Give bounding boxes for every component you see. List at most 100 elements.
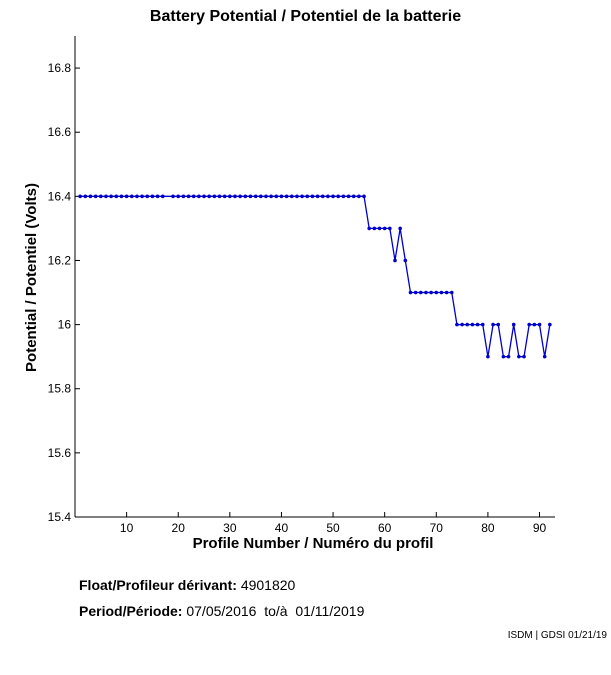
data-point: [424, 290, 428, 295]
data-point: [279, 194, 284, 199]
data-point: [119, 194, 124, 199]
data-point: [439, 290, 444, 295]
data-point: [191, 194, 196, 199]
data-point: [388, 226, 392, 231]
x-axis-label: Profile Number / Numéro du profil: [193, 535, 434, 552]
data-point: [398, 226, 402, 231]
data-point: [93, 194, 98, 199]
data-point: [341, 194, 346, 199]
battery-potential-chart: 10 20 30 40 50 60 70 80 90 15.4 15.6 15.8 16 16.2 16.4…: [23, 36, 555, 552]
data-point: [284, 194, 289, 199]
data-point: [506, 354, 511, 359]
data-point: [310, 194, 315, 199]
x-tick-label: 30: [223, 521, 237, 535]
period-info: Period/Période: 07/05/2016 to/à 01/11/20…: [79, 603, 364, 619]
data-point: [336, 194, 341, 199]
data-point: [129, 194, 134, 199]
data-point: [517, 354, 521, 359]
data-point: [449, 290, 454, 295]
data-point: [491, 322, 495, 327]
data-point: [109, 194, 113, 199]
data-point: [351, 194, 356, 199]
data-point: [527, 322, 531, 327]
x-tick-label: 60: [378, 521, 392, 535]
y-tick-label: 16.6: [48, 125, 72, 139]
data-point: [393, 258, 397, 263]
data-point: [470, 322, 475, 327]
data-point: [320, 194, 325, 199]
data-point: [295, 194, 299, 199]
y-tick-label: 16.2: [48, 253, 72, 267]
data-point: [522, 354, 526, 359]
data-point: [413, 290, 418, 295]
data-point: [78, 194, 82, 199]
data-point: [114, 194, 119, 199]
data-point: [542, 354, 547, 359]
data-point: [501, 354, 506, 359]
data-point: [465, 322, 470, 327]
data-point: [346, 194, 351, 199]
footer-credit: ISDM | GDSI 01/21/19: [507, 630, 607, 641]
data-point: [181, 194, 186, 199]
data-point: [259, 194, 263, 199]
data-point: [150, 194, 155, 199]
x-tick-label: 70: [430, 521, 444, 535]
data-point: [305, 194, 310, 199]
data-point: [104, 194, 108, 199]
x-tick-label: 90: [533, 521, 547, 535]
data-point: [548, 322, 552, 327]
data-point: [228, 194, 232, 199]
float-info: Float/Profileur dérivant: 4901820: [79, 577, 295, 593]
y-tick-label: 16.8: [48, 61, 72, 75]
data-point: [331, 194, 335, 199]
series-line: [80, 195, 551, 358]
data-point: [222, 194, 227, 199]
y-tick-label: 15.4: [48, 510, 72, 524]
data-point: [197, 194, 201, 199]
data-point: [289, 194, 294, 199]
data-point: [253, 194, 258, 199]
data-point: [475, 322, 480, 327]
x-tick-label: 40: [275, 521, 289, 535]
float-value: 4901820: [240, 577, 296, 593]
data-point: [212, 194, 217, 199]
float-label: Float/Profileur dérivant:: [79, 577, 237, 593]
data-point: [217, 194, 222, 199]
data-point: [145, 194, 150, 199]
data-point: [532, 322, 537, 327]
data-point: [160, 194, 165, 199]
data-point: [511, 322, 516, 327]
x-tick-label: 10: [120, 521, 134, 535]
period-value: 07/05/2016 to/à 01/11/2019: [186, 603, 365, 619]
data-point: [444, 290, 449, 295]
data-point: [243, 194, 248, 199]
data-point: [434, 290, 439, 295]
data-point: [377, 226, 382, 231]
x-tick-label: 50: [326, 521, 340, 535]
x-tick-label: 20: [172, 521, 186, 535]
data-point: [186, 194, 191, 199]
data-point: [202, 194, 206, 199]
data-point: [419, 290, 423, 295]
data-point: [269, 194, 273, 199]
data-point: [176, 194, 181, 199]
data-point: [135, 194, 139, 199]
data-point: [496, 322, 501, 327]
chart-title: Battery Potential / Potentiel de la batt…: [149, 8, 462, 25]
data-point: [537, 322, 542, 327]
data-point: [248, 194, 253, 199]
data-point: [264, 194, 268, 199]
data-point: [326, 194, 330, 199]
data-point: [315, 194, 320, 199]
data-point: [480, 322, 485, 327]
data-point: [367, 226, 371, 231]
data-point: [455, 322, 459, 327]
data-point: [233, 194, 237, 199]
y-tick-label: 16.4: [48, 189, 72, 203]
data-point: [238, 194, 242, 199]
period-label: Period/Période:: [79, 603, 183, 619]
data-point: [357, 194, 361, 199]
data-point: [382, 226, 387, 231]
data-point: [460, 322, 464, 327]
data-point: [171, 194, 175, 199]
